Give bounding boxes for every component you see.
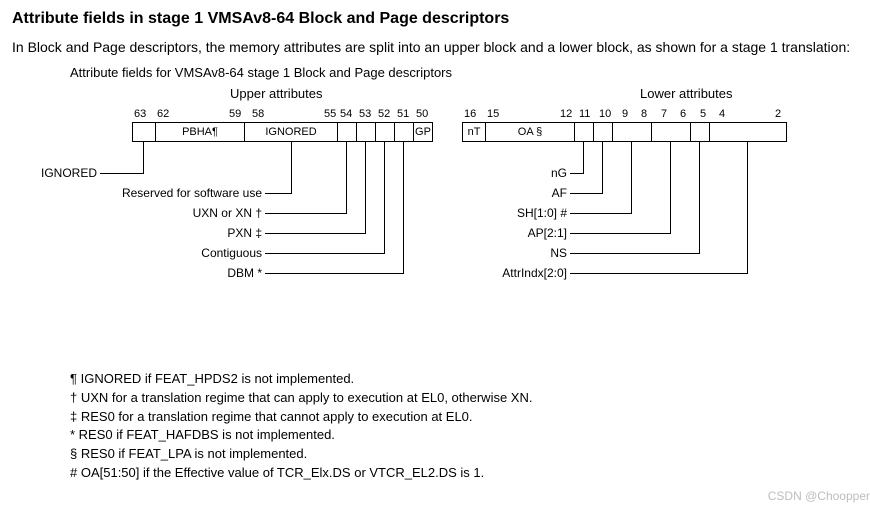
line bbox=[570, 233, 671, 234]
bit-54: 54 bbox=[340, 108, 352, 120]
bit-62: 62 bbox=[157, 108, 169, 120]
field-attrindx bbox=[709, 122, 787, 142]
bitfield-diagram: Upper attributes 63 62 59 58 55 54 53 52… bbox=[12, 86, 858, 366]
callout-uxn: UXN or XN † bbox=[12, 206, 262, 220]
bit-55: 55 bbox=[324, 108, 336, 120]
bit-59: 59 bbox=[229, 108, 241, 120]
bit-16: 16 bbox=[464, 108, 476, 120]
callout-ng: nG bbox=[452, 166, 567, 180]
bit-52: 52 bbox=[378, 108, 390, 120]
line bbox=[570, 193, 603, 194]
intro-text: In Block and Page descriptors, the memor… bbox=[12, 38, 870, 57]
field-nt-label: nT bbox=[463, 126, 485, 138]
bit-12: 12 bbox=[560, 108, 572, 120]
bit-63: 63 bbox=[134, 108, 146, 120]
line bbox=[570, 253, 700, 254]
field-gp-label: GP bbox=[414, 126, 432, 138]
bit-4: 4 bbox=[719, 108, 725, 120]
field-b54 bbox=[337, 122, 357, 142]
callout-attrindx: AttrIndx[2:0] bbox=[452, 266, 567, 280]
callout-ignored: IGNORED bbox=[12, 166, 97, 180]
note-5: § RES0 if FEAT_LPA is not implemented. bbox=[70, 445, 870, 464]
callout-dbm: DBM * bbox=[12, 266, 262, 280]
line bbox=[291, 142, 292, 193]
bit-50: 50 bbox=[416, 108, 428, 120]
callout-af: AF bbox=[452, 186, 567, 200]
field-oa-label: OA § bbox=[486, 126, 574, 138]
footnotes: ¶ IGNORED if FEAT_HPDS2 is not implement… bbox=[70, 370, 870, 483]
callout-reserved: Reserved for software use bbox=[12, 186, 262, 200]
bit-53: 53 bbox=[359, 108, 371, 120]
line bbox=[143, 142, 144, 173]
field-b53 bbox=[356, 122, 376, 142]
line bbox=[747, 142, 748, 273]
field-pbha: PBHA¶ bbox=[155, 122, 245, 142]
bit-51: 51 bbox=[397, 108, 409, 120]
bit-2: 2 bbox=[775, 108, 781, 120]
line bbox=[384, 142, 385, 253]
field-gp: GP bbox=[413, 122, 433, 142]
line bbox=[265, 193, 292, 194]
field-sh bbox=[612, 122, 652, 142]
callout-ap: AP[2:1] bbox=[452, 226, 567, 240]
lower-header: Lower attributes bbox=[640, 86, 733, 101]
line bbox=[670, 142, 671, 233]
line bbox=[100, 173, 144, 174]
line bbox=[265, 273, 404, 274]
line bbox=[365, 142, 366, 233]
note-6: # OA[51:50] if the Effective value of TC… bbox=[70, 464, 870, 483]
bit-5: 5 bbox=[700, 108, 706, 120]
bit-7: 7 bbox=[661, 108, 667, 120]
note-3: ‡ RES0 for a translation regime that can… bbox=[70, 408, 870, 427]
field-b11 bbox=[574, 122, 594, 142]
page-title: Attribute fields in stage 1 VMSAv8-64 Bl… bbox=[12, 10, 870, 28]
line bbox=[570, 273, 748, 274]
field-pbha-label: PBHA¶ bbox=[156, 126, 244, 138]
field-ap bbox=[651, 122, 691, 142]
field-ignored-63 bbox=[132, 122, 156, 142]
line bbox=[265, 233, 366, 234]
line bbox=[570, 173, 584, 174]
callout-ns: NS bbox=[452, 246, 567, 260]
line bbox=[265, 213, 347, 214]
note-2: † UXN for a translation regime that can … bbox=[70, 389, 870, 408]
bit-15: 15 bbox=[487, 108, 499, 120]
field-b10 bbox=[593, 122, 613, 142]
bit-58: 58 bbox=[252, 108, 264, 120]
line bbox=[346, 142, 347, 213]
field-nt: nT bbox=[462, 122, 486, 142]
field-ignored-58-55: IGNORED bbox=[244, 122, 338, 142]
line bbox=[699, 142, 700, 253]
bit-11: 11 bbox=[579, 108, 590, 120]
line bbox=[265, 253, 385, 254]
bit-9: 9 bbox=[622, 108, 628, 120]
line bbox=[570, 213, 632, 214]
field-b52 bbox=[375, 122, 395, 142]
line bbox=[403, 142, 404, 273]
line bbox=[602, 142, 603, 193]
subtitle: Attribute fields for VMSAv8-64 stage 1 B… bbox=[70, 65, 870, 80]
line bbox=[631, 142, 632, 213]
callout-contiguous: Contiguous bbox=[12, 246, 262, 260]
note-4: * RES0 if FEAT_HAFDBS is not implemented… bbox=[70, 426, 870, 445]
field-ns bbox=[690, 122, 710, 142]
callout-sh: SH[1:0] # bbox=[452, 206, 567, 220]
field-b51 bbox=[394, 122, 414, 142]
bit-8: 8 bbox=[641, 108, 647, 120]
callout-pxn: PXN ‡ bbox=[12, 226, 262, 240]
field-ignored-label: IGNORED bbox=[245, 126, 337, 138]
field-oa: OA § bbox=[485, 122, 575, 142]
upper-header: Upper attributes bbox=[230, 86, 323, 101]
bit-6: 6 bbox=[680, 108, 686, 120]
note-1: ¶ IGNORED if FEAT_HPDS2 is not implement… bbox=[70, 370, 870, 389]
bit-10: 10 bbox=[599, 108, 611, 120]
line bbox=[583, 142, 584, 173]
page: Attribute fields in stage 1 VMSAv8-64 Bl… bbox=[12, 10, 870, 511]
